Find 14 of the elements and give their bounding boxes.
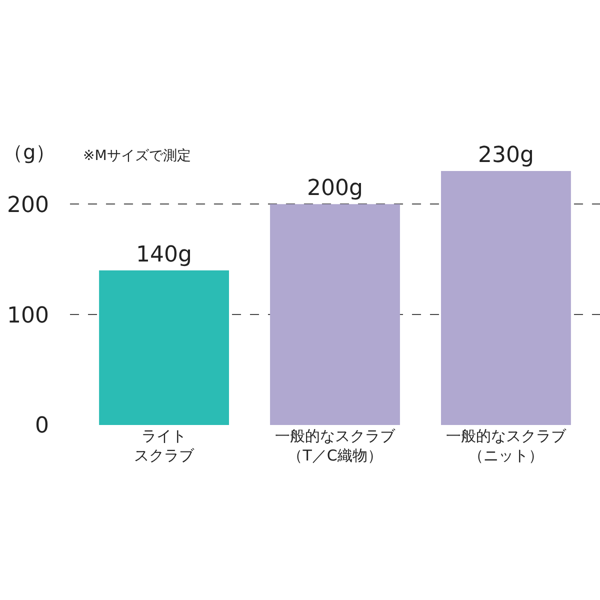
x-tick-label: ライトスクラブ	[134, 427, 196, 464]
bar	[441, 171, 571, 425]
x-tick-label: 一般的なスクラブ（T／C織物）	[275, 427, 396, 464]
y-tick-label: 0	[35, 414, 49, 439]
text: ※Mサイズで測定	[83, 148, 191, 164]
y-axis-title: （g）	[3, 140, 56, 164]
data-label: 200g	[307, 176, 363, 202]
data-label: 230g	[478, 143, 534, 168]
y-tick-label: 100	[7, 303, 49, 328]
x-tick-label: 一般的なスクラブ（ニット）	[446, 427, 567, 464]
data-label: 140g	[136, 242, 192, 268]
y-tick-label: 200	[7, 192, 49, 218]
bar	[99, 270, 229, 425]
bar	[270, 204, 400, 425]
